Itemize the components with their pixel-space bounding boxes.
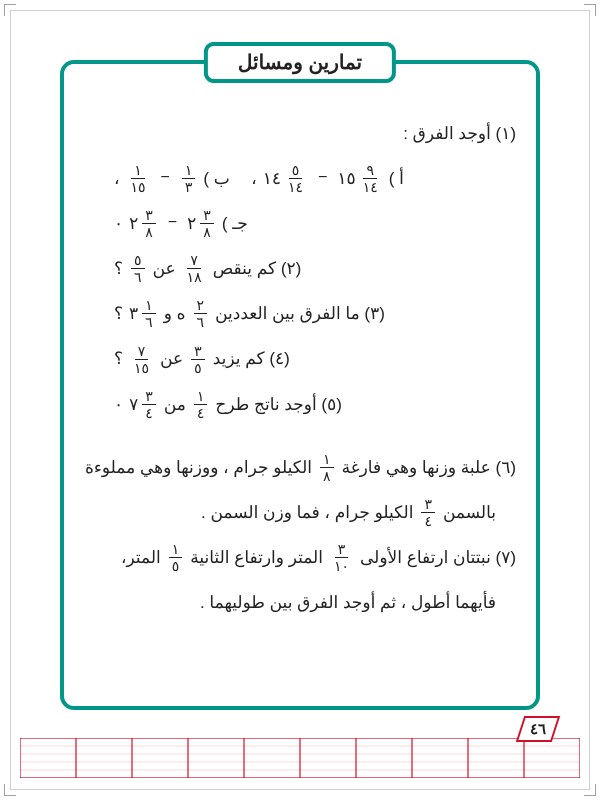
p7-text: المتر وارتفاع الثانية — [190, 538, 323, 577]
qmark: ؟ — [114, 249, 123, 288]
p2-frac1: ٧١٨ — [184, 253, 205, 284]
p5-mixed: ٣٤ ٧ — [129, 385, 158, 424]
p7-text: المتر، — [121, 538, 161, 577]
p7-text: فأيهما أطول ، ثم أوجد الفرق بين طوليهما … — [200, 583, 496, 622]
minus: − — [318, 160, 327, 197]
problem-5: (٥) أوجد ناتج طرح ١٤ من ٣٤ ٧ ٠ — [84, 385, 476, 424]
p3-mixed: ١٦ ٣ — [129, 294, 158, 333]
content-box: (١) أوجد الفرق : أ ) ٩١٤ ١٥ − ٥١٤ ١٤ ، ب… — [60, 60, 540, 710]
p2-text: (٢) كم ينقص — [213, 249, 302, 288]
p5-text: من — [164, 385, 186, 424]
p2-text: عن — [153, 249, 176, 288]
p6-text: بالسمن — [443, 493, 496, 532]
p1a-term2: ٥١٤ ١٤ — [263, 159, 308, 198]
problem-6-line1: (٦) علبة وزنها وهي فارغة ١٨ الكيلو جرام … — [84, 448, 516, 487]
dot: ٠ — [114, 385, 123, 424]
p2-frac2: ٥٦ — [131, 253, 145, 284]
footer-grid — [20, 738, 580, 778]
p7-frac2: ١٥ — [169, 542, 183, 573]
p1c-label: جـ ) — [222, 204, 248, 243]
p4-frac1: ٣٥ — [191, 344, 205, 375]
comma: ، — [114, 159, 120, 198]
comma: ، — [251, 159, 257, 198]
minus: − — [168, 205, 177, 242]
p4-text: عن — [160, 339, 183, 378]
p6-text: الكيلو جرام ، فما وزن السمن . — [201, 493, 413, 532]
p3-text: (٣) ما الفرق بين العددين — [215, 294, 385, 333]
qmark: ؟ — [114, 294, 123, 333]
p7-text: (٧) نبتتان ارتفاع الأولى — [360, 538, 516, 577]
p5-frac1: ١٤ — [194, 389, 208, 420]
p6-text: (٦) علبة وزنها وهي فارغة — [342, 448, 516, 487]
qmark: ؟ — [114, 339, 123, 378]
p1a-term1: ٩١٤ ١٥ — [337, 159, 382, 198]
p1-label: (١) أوجد الفرق : — [403, 114, 516, 153]
page-number: ٤٦ — [530, 720, 546, 738]
p1c-term2: ٣٨ ٢ — [129, 204, 158, 243]
p4-text: (٤) كم يزيد — [213, 339, 290, 378]
p3-text: ه و — [164, 294, 186, 333]
dot: ٠ — [114, 204, 123, 243]
p1b-label: ب ) — [203, 159, 229, 198]
problem-1-heading: (١) أوجد الفرق : — [84, 114, 516, 153]
p6-text: الكيلو جرام ، ووزنها وهي مملوءة — [85, 448, 312, 487]
p4-frac2: ٧١٥ — [131, 344, 152, 375]
problem-7-line1: (٧) نبتتان ارتفاع الأولى ٣١٠ المتر وارتف… — [84, 538, 516, 577]
problem-1-row-ab: أ ) ٩١٤ ١٥ − ٥١٤ ١٤ ، ب ) ١٣ − ١١٥ ، — [84, 159, 476, 198]
p1a-label: أ ) — [389, 159, 404, 198]
problem-1-row-c: جـ ) ٣٨ ٢ − ٣٨ ٢ ٠ — [84, 204, 476, 243]
section-title: تمارين ومسائل — [204, 42, 396, 83]
p1c-term1: ٣٨ ٢ — [187, 204, 216, 243]
p1b-frac2: ١١٥ — [128, 163, 149, 194]
problems-list: (١) أوجد الفرق : أ ) ٩١٤ ١٥ − ٥١٤ ١٤ ، ب… — [84, 114, 516, 622]
problem-4: (٤) كم يزيد ٣٥ عن ٧١٥ ؟ — [84, 339, 476, 378]
p5-text: (٥) أوجد ناتج طرح — [215, 385, 342, 424]
problem-7-line2: فأيهما أطول ، ثم أوجد الفرق بين طوليهما … — [84, 583, 496, 622]
problem-6-line2: بالسمن ٣٤ الكيلو جرام ، فما وزن السمن . — [84, 493, 496, 532]
p3-frac1: ٢٦ — [194, 298, 208, 329]
p6-frac2: ٣٤ — [421, 497, 435, 528]
problem-3: (٣) ما الفرق بين العددين ٢٦ ه و ١٦ ٣ ؟ — [84, 294, 476, 333]
p7-frac1: ٣١٠ — [331, 542, 352, 573]
problem-2: (٢) كم ينقص ٧١٨ عن ٥٦ ؟ — [84, 249, 476, 288]
p6-frac1: ١٨ — [320, 452, 334, 483]
minus: − — [161, 160, 170, 197]
p1b-frac1: ١٣ — [182, 163, 196, 194]
